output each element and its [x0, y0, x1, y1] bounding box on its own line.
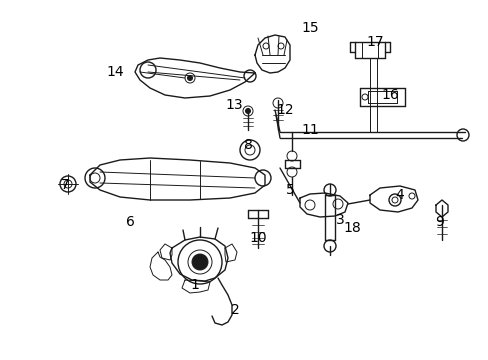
Text: 14: 14: [106, 65, 123, 79]
Text: 9: 9: [435, 215, 444, 229]
Circle shape: [187, 76, 192, 81]
Text: 3: 3: [335, 213, 344, 227]
Text: 17: 17: [366, 35, 383, 49]
Text: 10: 10: [249, 231, 266, 245]
Text: 8: 8: [243, 138, 252, 152]
Circle shape: [192, 254, 207, 270]
Text: 5: 5: [285, 183, 294, 197]
Text: 18: 18: [343, 221, 360, 235]
Text: 7: 7: [61, 178, 69, 192]
Text: 4: 4: [395, 188, 404, 202]
Text: 2: 2: [230, 303, 239, 317]
Text: 16: 16: [380, 88, 398, 102]
Text: 15: 15: [301, 21, 318, 35]
Text: 12: 12: [276, 103, 293, 117]
Circle shape: [245, 108, 250, 113]
Text: 6: 6: [125, 215, 134, 229]
Text: 13: 13: [225, 98, 243, 112]
Text: 1: 1: [190, 278, 199, 292]
Text: 11: 11: [301, 123, 318, 137]
